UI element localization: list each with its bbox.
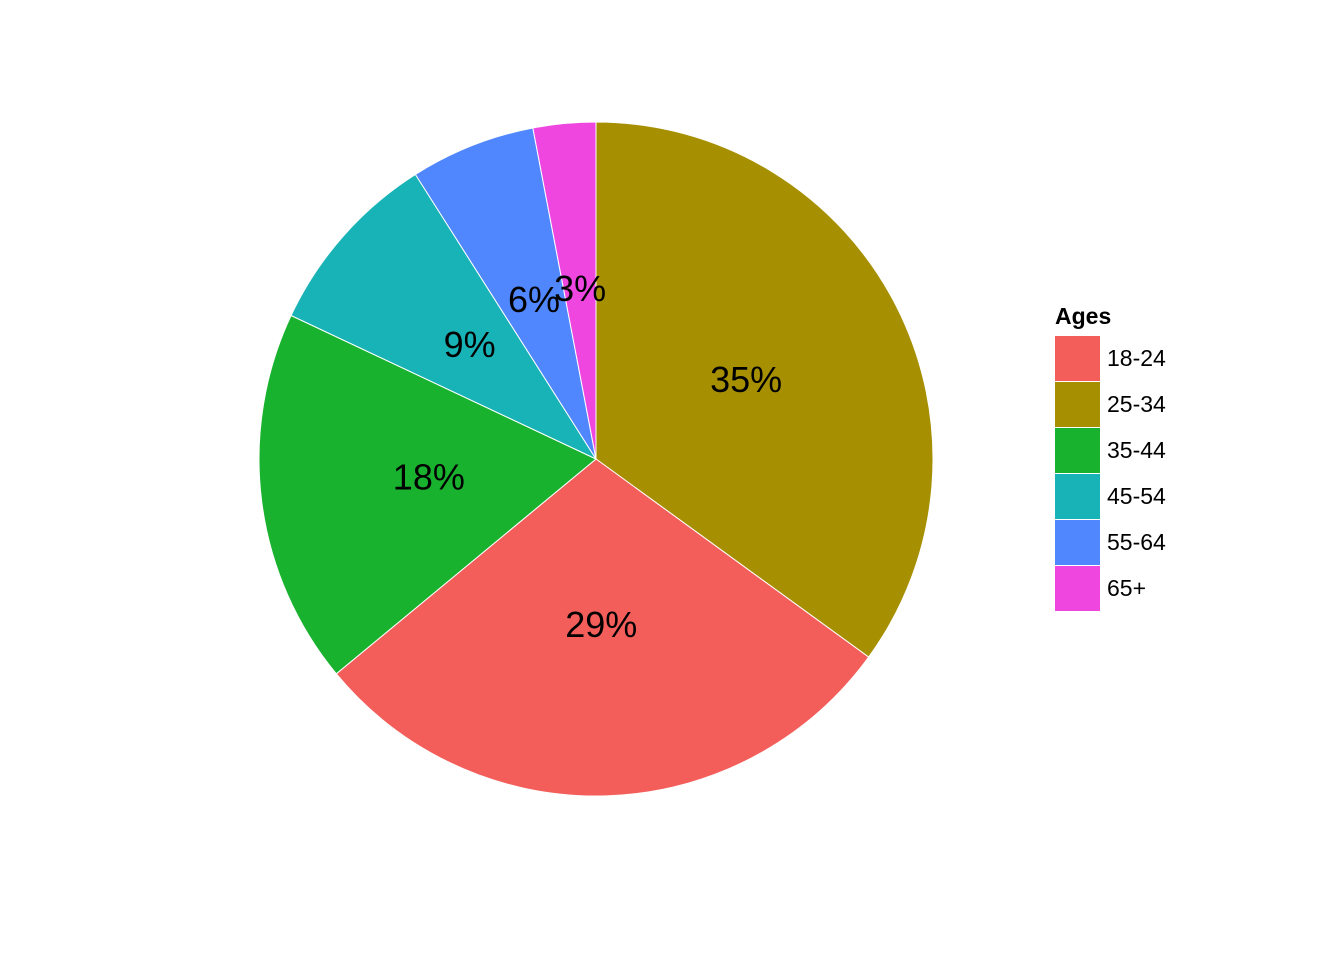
pie-slice bbox=[258, 314, 597, 675]
pie-slice bbox=[414, 127, 597, 460]
legend-swatch bbox=[1055, 428, 1100, 473]
legend-swatch bbox=[1055, 336, 1100, 381]
legend-title: Ages bbox=[1055, 303, 1111, 329]
legend-label: 35-44 bbox=[1107, 437, 1166, 463]
pie-slice bbox=[532, 121, 597, 460]
legend-label: 18-24 bbox=[1107, 345, 1166, 371]
legend-label: 25-34 bbox=[1107, 391, 1166, 417]
value-label: 6% bbox=[508, 279, 560, 320]
pie-slice bbox=[290, 173, 598, 461]
legend-label: 45-54 bbox=[1107, 483, 1166, 509]
value-label: 18% bbox=[393, 457, 465, 498]
legend-swatch bbox=[1055, 474, 1100, 519]
value-label: 35% bbox=[710, 359, 782, 400]
legend-label: 65+ bbox=[1107, 575, 1146, 601]
legend-swatch bbox=[1055, 566, 1100, 611]
pie-slice bbox=[595, 121, 934, 658]
pie-slice bbox=[335, 458, 870, 797]
value-label: 29% bbox=[565, 604, 637, 645]
legend-swatch bbox=[1055, 382, 1100, 427]
legend-swatch bbox=[1055, 520, 1100, 565]
value-label: 3% bbox=[554, 268, 606, 309]
legend-label: 55-64 bbox=[1107, 529, 1166, 555]
value-label: 9% bbox=[444, 324, 496, 365]
